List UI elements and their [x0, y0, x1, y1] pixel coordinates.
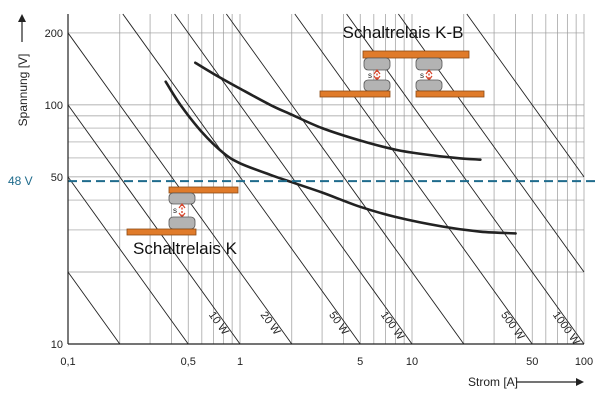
x-axis-arrowhead — [576, 378, 584, 386]
k-gap-s: s — [173, 206, 177, 215]
x-axis-title: Strom [A] — [468, 375, 518, 389]
power-line-100w — [174, 13, 413, 345]
power-label-100w: 100 W — [378, 310, 407, 343]
y-tick-label: 10 — [51, 339, 63, 351]
reference-line-label: 48 V — [8, 174, 33, 188]
kb-moving-tip-left — [363, 57, 391, 71]
y-tick-label: 100 — [45, 100, 63, 112]
k-moving-tip — [168, 192, 196, 205]
power-guide-line — [466, 13, 585, 178]
kb-moving-plate — [362, 50, 470, 59]
x-tick-label: 1 — [237, 356, 243, 368]
k-fixed-plate — [126, 228, 197, 236]
k-moving-plate — [168, 186, 239, 194]
x-tick-label: 100 — [575, 356, 593, 368]
series-curve-2 — [164, 80, 517, 235]
y-tick-label: 50 — [51, 172, 63, 184]
annotation-schaltrelais-kb: Schaltrelais K-B — [343, 23, 464, 42]
annotation-schaltrelais-k: Schaltrelais K — [133, 239, 238, 258]
y-axis-arrowhead — [18, 14, 26, 22]
kb-gap-right-arrow-up — [425, 69, 433, 75]
power-line-10w — [67, 104, 241, 345]
x-tick-label: 10 — [406, 356, 418, 368]
k-fixed-tip — [168, 216, 196, 230]
x-tick-label: 5 — [357, 356, 363, 368]
power-line-50w — [122, 13, 361, 345]
tick-labels: 0,1 0,5 1 5 10 50 100 10 50 100 200 — [45, 28, 594, 368]
series-curves — [164, 61, 517, 235]
power-guide-line — [226, 13, 465, 345]
y-tick-label: 200 — [45, 28, 63, 40]
grid-lines — [67, 14, 585, 345]
power-label-20w: 20 W — [258, 310, 283, 338]
kb-fixed-plate-right — [415, 90, 485, 98]
power-guide-line — [67, 271, 121, 345]
power-label-50w: 50 W — [326, 310, 351, 338]
kb-gap-s-right: s — [420, 71, 424, 80]
power-label-500w: 500 W — [498, 310, 527, 343]
relay-contact-diagrams: s s Schaltrelais K-B s Schaltrelais K — [126, 23, 485, 258]
reference-line: 48 V — [8, 174, 598, 188]
x-tick-label: 0,5 — [181, 356, 196, 368]
power-guide-line — [67, 176, 189, 345]
x-tick-label: 50 — [526, 356, 538, 368]
axes: Spannung [V] Strom [A] — [16, 14, 584, 389]
power-label-10w: 10 W — [206, 310, 231, 338]
kb-gap-left-arrow-up — [373, 69, 381, 75]
kb-fixed-tip-left — [363, 79, 391, 92]
power-label-1000w: 1000 W — [550, 310, 582, 348]
series-curve-1 — [194, 61, 482, 161]
x-tick-label: 0,1 — [60, 356, 75, 368]
y-axis-title: Spannung [V] — [16, 54, 30, 127]
kb-fixed-plate-left — [319, 90, 391, 98]
kb-moving-tip-right — [415, 57, 443, 71]
kb-gap-s-left: s — [368, 71, 372, 80]
k-gap-arrow-up — [178, 203, 186, 209]
power-line-500w — [294, 13, 533, 345]
kb-fixed-tip-right — [415, 79, 443, 92]
